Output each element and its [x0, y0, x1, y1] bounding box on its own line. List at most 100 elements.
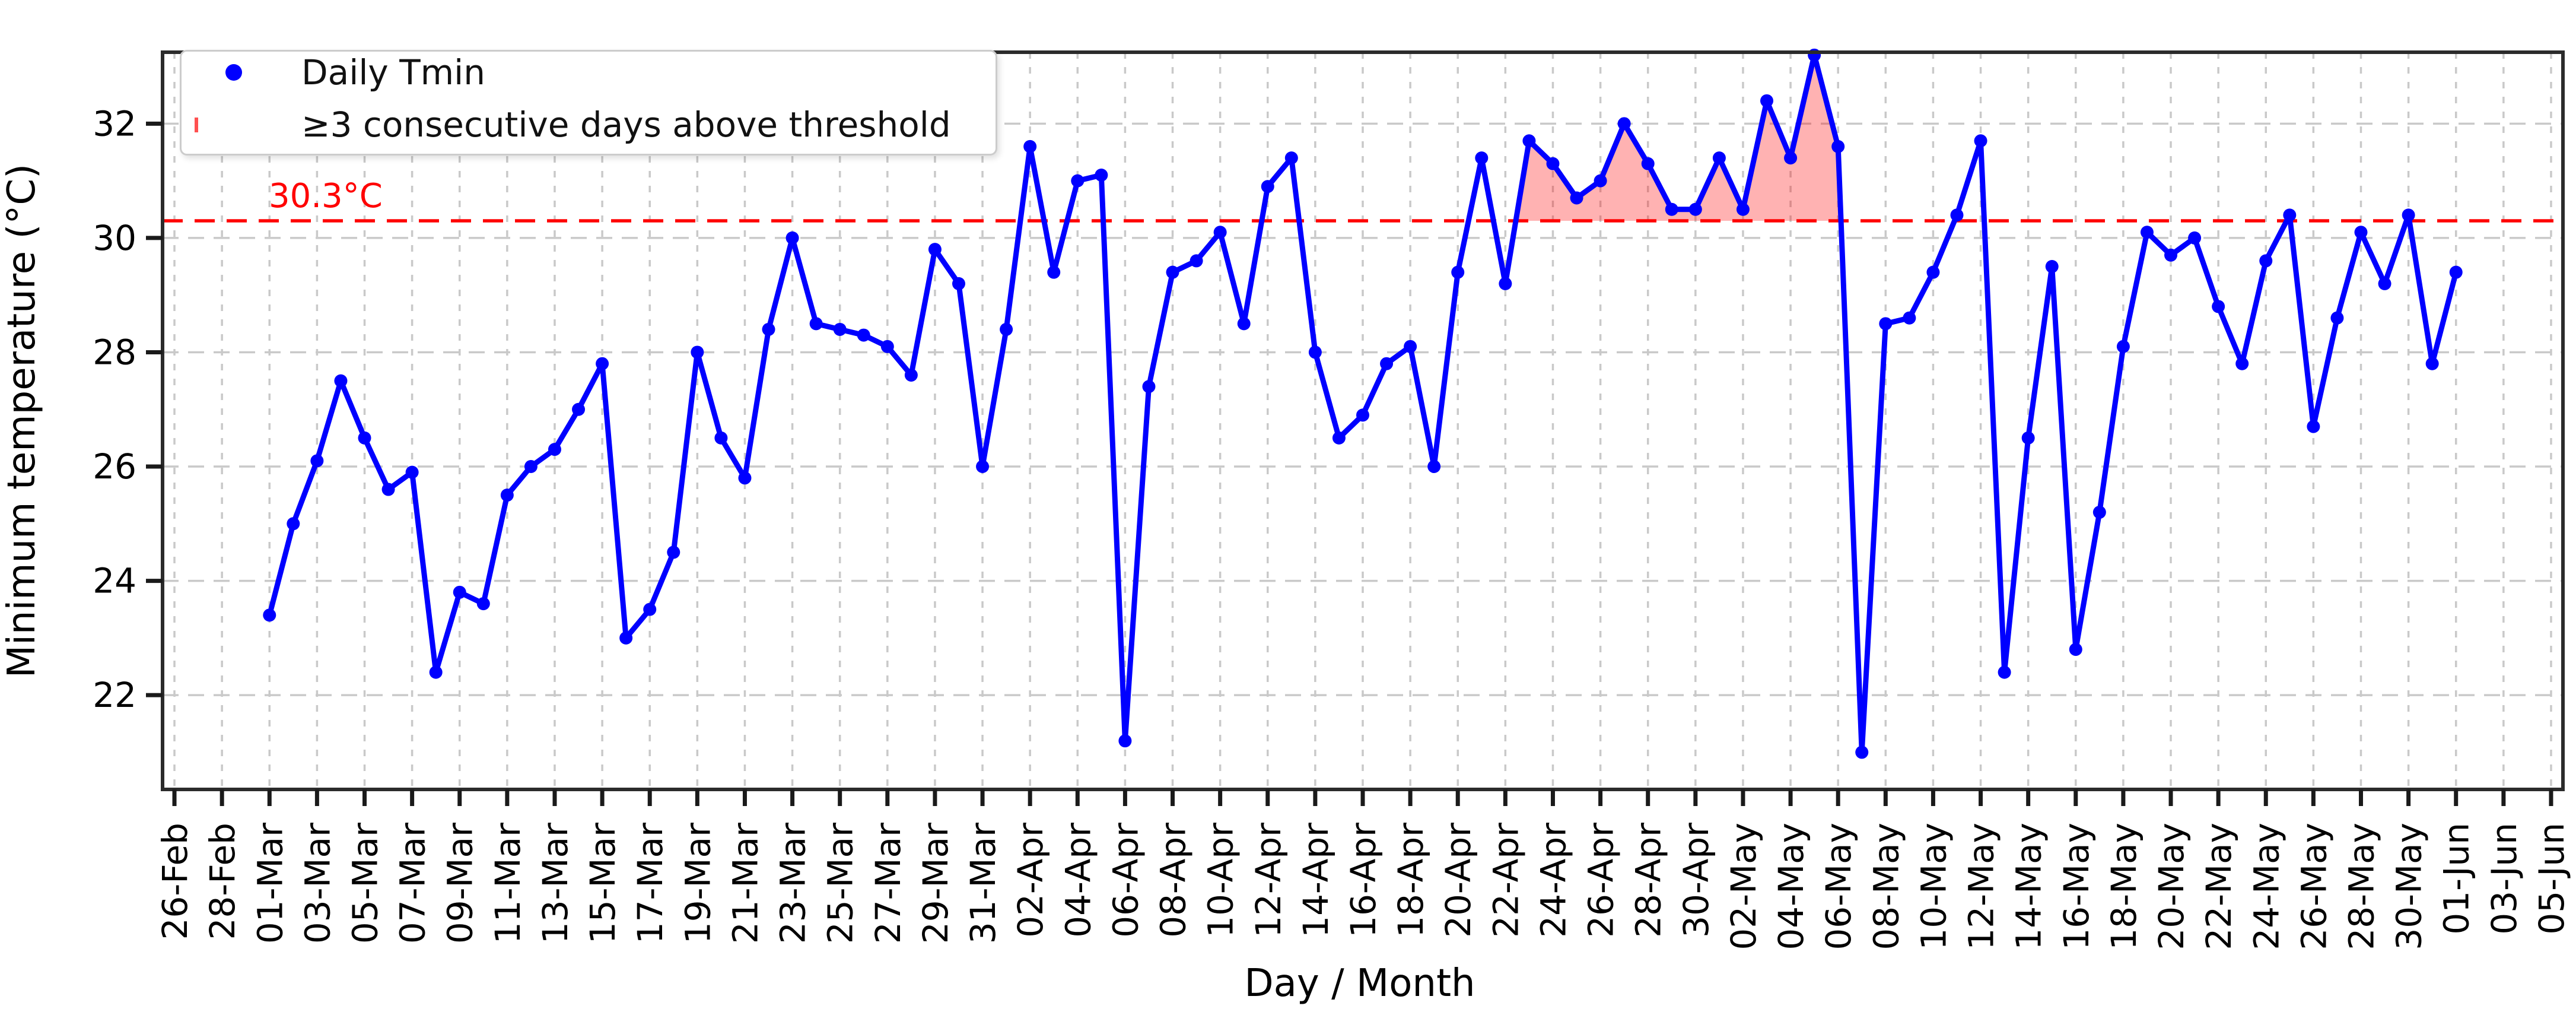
data-point-marker: [2116, 340, 2130, 353]
data-point-marker: [1594, 174, 1607, 188]
data-point-marker: [1404, 340, 1417, 353]
data-point-marker: [619, 631, 633, 645]
data-point-marker: [2449, 265, 2463, 279]
data-point-marker: [548, 443, 561, 456]
x-tick-label: 18-May: [2104, 823, 2144, 950]
data-point-marker: [596, 357, 609, 370]
data-point-marker: [1903, 311, 1916, 325]
data-point-marker: [2069, 643, 2082, 656]
x-tick-label: 30-Apr: [1676, 823, 1716, 938]
data-point-marker: [714, 431, 728, 445]
data-point-marker: [2140, 226, 2154, 239]
data-point-marker: [1998, 665, 2011, 679]
x-tick-label: 16-Apr: [1343, 823, 1384, 938]
legend-row-daily-tmin: Daily Tmin: [195, 54, 485, 91]
data-point-marker: [1712, 151, 1726, 165]
x-tick-label: 08-May: [1866, 823, 1906, 950]
data-point-marker: [1332, 431, 1346, 445]
data-point-marker: [928, 243, 942, 256]
x-tick-label: 17-Mar: [630, 823, 670, 944]
data-point-marker: [1760, 94, 1774, 107]
data-point-marker: [1546, 157, 1560, 170]
data-point-marker: [310, 454, 324, 468]
data-point-marker: [381, 483, 395, 496]
data-point-marker: [2283, 208, 2297, 222]
x-tick-label: 26-Feb: [155, 823, 195, 940]
x-tick-label: 24-May: [2246, 823, 2286, 950]
data-point-marker: [809, 317, 823, 331]
data-point-marker: [2188, 231, 2202, 245]
x-tick-label: 07-Mar: [393, 823, 433, 944]
y-tick-label: 22: [93, 675, 136, 715]
x-tick-label: 13-Mar: [535, 823, 575, 944]
y-tick-label: 26: [93, 446, 136, 487]
x-tick-label: 16-May: [2056, 823, 2097, 950]
x-tick-label: 30-May: [2389, 823, 2429, 950]
x-tick-label: 04-May: [1771, 823, 1811, 950]
x-tick-label: 20-May: [2151, 823, 2192, 950]
y-tick-label: 32: [93, 103, 136, 144]
data-point-marker: [1237, 317, 1251, 331]
data-point-marker: [857, 328, 870, 342]
data-point-marker: [2235, 357, 2249, 370]
data-point-marker: [334, 374, 348, 388]
y-tick-label: 30: [93, 218, 136, 258]
x-tick-label: 27-Mar: [868, 823, 908, 944]
data-point-marker: [2402, 208, 2415, 222]
data-point-marker: [691, 345, 704, 359]
x-tick-label: 15-Mar: [583, 823, 623, 944]
x-tick-label: 11-Mar: [488, 823, 528, 944]
data-point-marker: [904, 368, 918, 382]
x-tick-label: 03-Mar: [297, 823, 338, 944]
data-point-marker: [1118, 734, 1132, 748]
data-point-marker: [1926, 265, 1940, 279]
data-point-marker: [1284, 151, 1298, 165]
threshold-value-label: 30.3°C: [269, 177, 383, 215]
data-point-marker: [952, 277, 965, 290]
x-tick-label: 04-Apr: [1058, 823, 1098, 938]
data-point-marker: [2164, 248, 2178, 262]
data-point-marker: [453, 585, 466, 599]
data-point-marker: [1974, 134, 1987, 148]
x-tick-label: 10-May: [1913, 823, 1954, 950]
x-tick-label: 28-Feb: [202, 823, 243, 940]
x-tick-label: 21-Mar: [725, 823, 765, 944]
data-point-marker: [287, 517, 300, 531]
data-point-marker: [476, 597, 490, 611]
axis-layer: 26-Feb 28-Feb 01-Mar 03-Mar 05-Mar 07-Mar 09-M…: [93, 50, 2572, 950]
data-point-marker: [1427, 460, 1441, 474]
data-point-marker: [1356, 408, 1369, 422]
data-point-marker: [2045, 260, 2059, 274]
data-point-marker: [738, 471, 752, 485]
data-point-marker: [2021, 431, 2035, 445]
data-point-marker: [263, 608, 276, 622]
shaded-area-swatch-icon: [195, 117, 198, 132]
x-tick-label: 31-Mar: [963, 823, 1003, 944]
data-point-marker: [429, 665, 443, 679]
data-point-marker: [500, 488, 514, 502]
x-tick-label: 26-May: [2294, 823, 2334, 950]
x-tick-label: 02-May: [1723, 823, 1764, 950]
y-tick-label: 28: [93, 332, 136, 372]
x-tick-label: 01-Mar: [250, 823, 290, 944]
x-tick-label: 20-Apr: [1438, 823, 1478, 938]
x-tick-label: 02-Apr: [1010, 823, 1051, 938]
data-point-marker: [1308, 345, 1322, 359]
data-point-marker: [524, 460, 538, 474]
data-point-marker: [1522, 134, 1536, 148]
x-tick-label: 22-May: [2199, 823, 2239, 950]
threshold-shaded-region: [1515, 55, 1842, 221]
x-tick-label: 06-Apr: [1105, 823, 1146, 938]
data-point-marker: [405, 465, 419, 479]
data-point-marker: [1047, 265, 1061, 279]
x-tick-label: 24-Apr: [1533, 823, 1573, 938]
data-point-marker: [1095, 169, 1108, 182]
data-point-marker: [1190, 254, 1203, 268]
legend: Daily Tmin ≥3 consecutive days above thr…: [180, 50, 997, 156]
data-point-marker: [1380, 357, 1394, 370]
x-tick-label: 28-May: [2341, 823, 2381, 950]
data-point-marker: [762, 322, 775, 336]
data-point-marker: [2259, 254, 2273, 268]
data-point-marker: [1665, 202, 1678, 216]
data-point-marker: [1499, 277, 1512, 290]
